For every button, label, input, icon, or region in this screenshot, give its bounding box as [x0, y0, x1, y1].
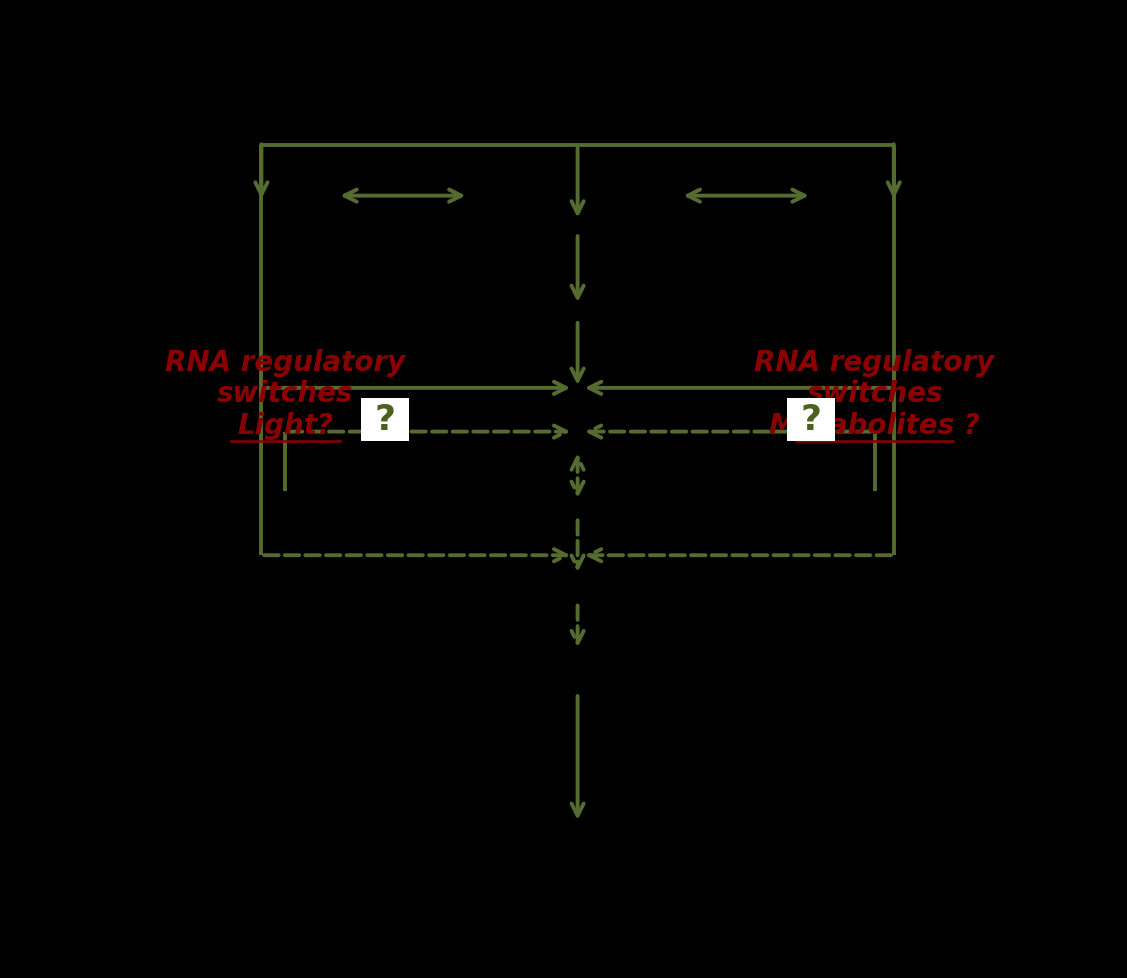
Text: Metabolites ?: Metabolites ? [769, 412, 980, 440]
Bar [361, 398, 409, 441]
Text: RNA regulatory: RNA regulatory [754, 348, 995, 377]
Bar [788, 398, 835, 441]
Text: ?: ? [374, 403, 396, 437]
Text: ?: ? [800, 403, 822, 437]
Text: RNA regulatory: RNA regulatory [165, 348, 405, 377]
Text: switches: switches [216, 380, 353, 408]
Text: switches: switches [806, 380, 943, 408]
Text: Light?: Light? [237, 412, 334, 440]
